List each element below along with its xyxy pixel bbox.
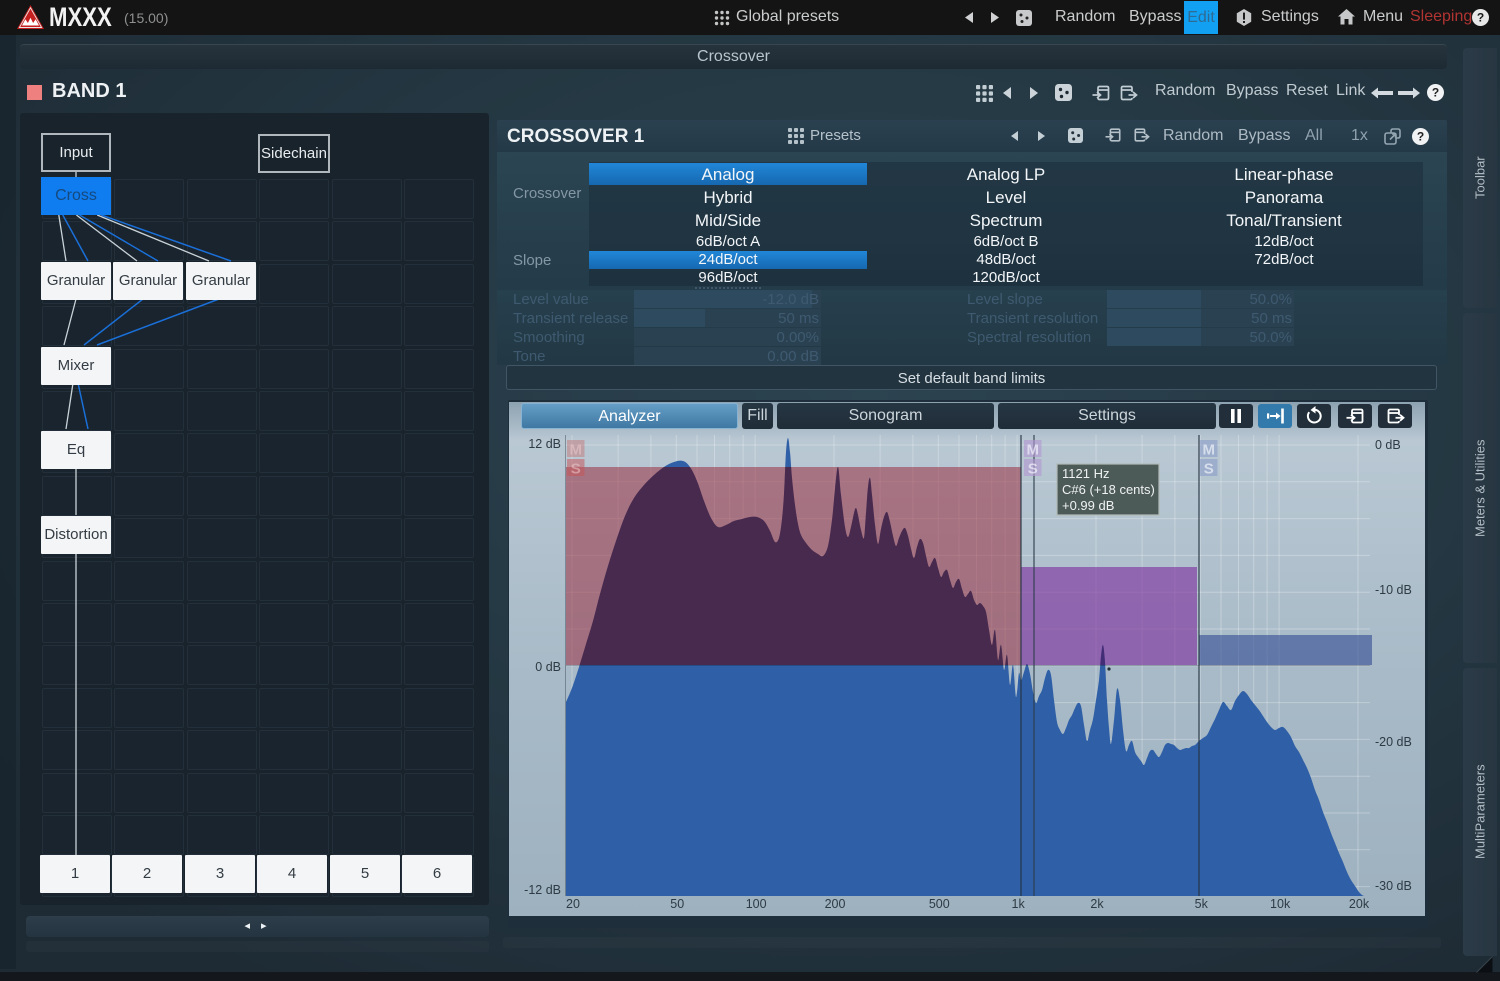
svg-text:?: ? bbox=[1432, 86, 1439, 100]
svg-text:200: 200 bbox=[825, 897, 846, 911]
svg-text:12 dB: 12 dB bbox=[528, 437, 561, 451]
svg-text:2k: 2k bbox=[1090, 897, 1104, 911]
svg-text:20: 20 bbox=[566, 897, 580, 911]
svg-text:1k: 1k bbox=[1012, 897, 1026, 911]
svg-text:5k: 5k bbox=[1195, 897, 1209, 911]
svg-text:M: M bbox=[569, 442, 582, 459]
svg-text:0 dB: 0 dB bbox=[535, 660, 561, 674]
svg-text:10k: 10k bbox=[1270, 897, 1291, 911]
svg-text:?: ? bbox=[1417, 130, 1424, 144]
svg-text:500: 500 bbox=[929, 897, 950, 911]
svg-text:S: S bbox=[1204, 461, 1214, 478]
svg-text:-30 dB: -30 dB bbox=[1375, 879, 1412, 893]
svg-text:0 dB: 0 dB bbox=[1375, 438, 1401, 452]
svg-text:C#6 (+18 cents): C#6 (+18 cents) bbox=[1062, 482, 1155, 497]
svg-text:-12 dB: -12 dB bbox=[524, 883, 561, 897]
svg-text:?: ? bbox=[1477, 11, 1484, 25]
svg-text:S: S bbox=[571, 461, 581, 478]
svg-text:20k: 20k bbox=[1349, 897, 1370, 911]
svg-text:100: 100 bbox=[746, 897, 767, 911]
svg-text:+0.99 dB: +0.99 dB bbox=[1062, 498, 1114, 513]
svg-text:50: 50 bbox=[670, 897, 684, 911]
svg-text:M: M bbox=[1202, 442, 1215, 459]
svg-text:M: M bbox=[1026, 442, 1039, 459]
svg-text:-10 dB: -10 dB bbox=[1375, 583, 1412, 597]
svg-text:1121 Hz: 1121 Hz bbox=[1062, 466, 1109, 481]
svg-text:-20 dB: -20 dB bbox=[1375, 735, 1412, 749]
svg-text:S: S bbox=[1028, 461, 1038, 478]
